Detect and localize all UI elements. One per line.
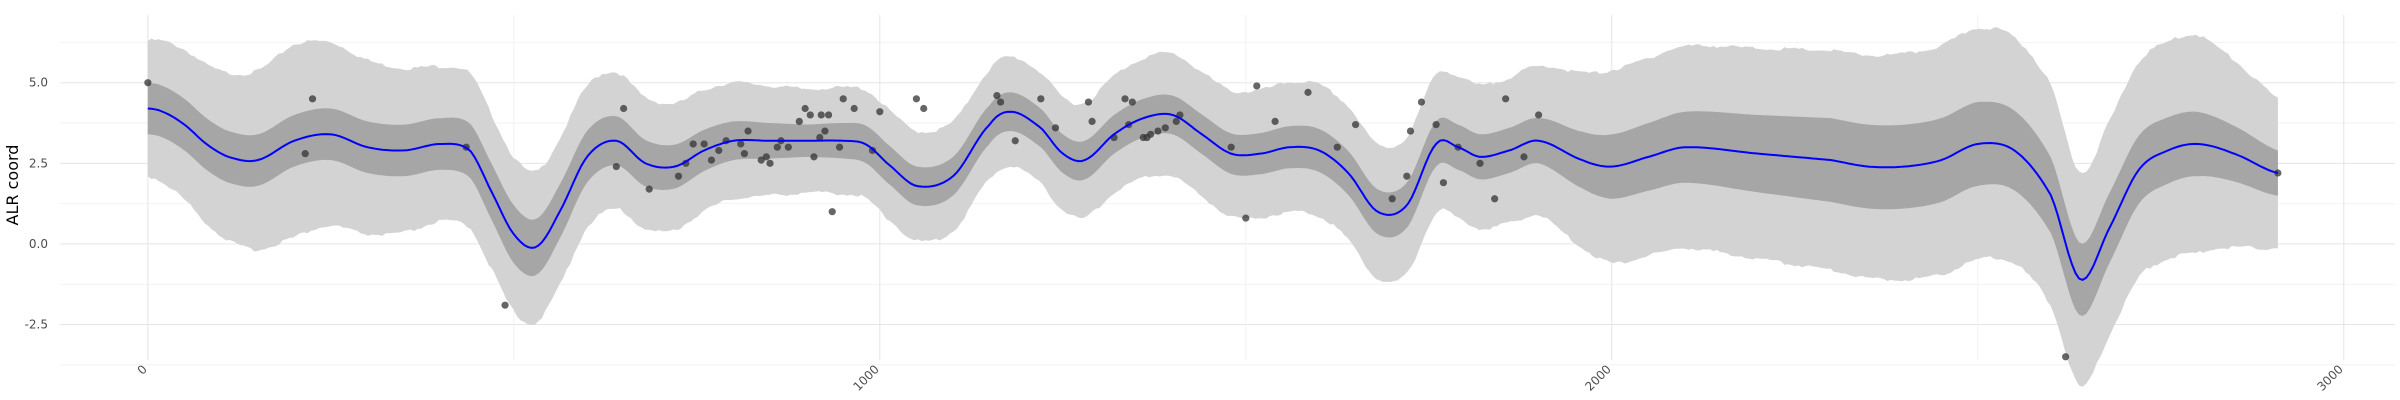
data-point	[1051, 124, 1060, 132]
data-point	[1011, 137, 1019, 145]
y-tick-label: 2.5	[29, 156, 48, 170]
data-point	[839, 95, 847, 103]
data-point	[501, 301, 509, 309]
y-axis-tick-labels: -2.5 0.0 2.5 5.0	[25, 76, 48, 332]
data-point	[996, 98, 1005, 106]
data-point	[920, 104, 928, 113]
data-point	[773, 143, 781, 151]
data-point	[707, 156, 716, 164]
data-point	[1388, 195, 1396, 203]
data-point	[1121, 95, 1129, 103]
data-point	[817, 111, 825, 119]
y-axis-title: ALR coord	[3, 145, 22, 226]
y-tick-label: -2.5	[25, 318, 48, 332]
data-point	[1304, 88, 1312, 96]
data-point	[821, 127, 829, 135]
x-axis-tick-labels: 0 1000 2000 3000	[135, 362, 2346, 393]
data-point	[1128, 98, 1136, 106]
data-point	[1403, 172, 1411, 180]
data-point	[1417, 98, 1426, 106]
x-tick-label: 2000	[1582, 362, 1613, 393]
data-point	[700, 140, 708, 148]
x-tick-label: 1000	[850, 362, 881, 393]
data-point	[1351, 121, 1360, 129]
outer-credible-band	[147, 27, 2278, 387]
data-point	[740, 150, 748, 158]
data-point	[810, 153, 818, 161]
data-point	[1161, 124, 1169, 132]
data-point	[806, 111, 814, 119]
data-point	[1253, 82, 1261, 90]
data-point	[766, 159, 774, 167]
data-point	[1333, 143, 1341, 151]
data-point	[801, 104, 809, 113]
y-tick-label: 5.0	[29, 76, 48, 90]
data-point	[1037, 95, 1045, 103]
posterior-mean-line	[147, 107, 2279, 282]
data-point	[1520, 153, 1528, 161]
data-point	[620, 104, 628, 113]
inner-credible-band	[147, 82, 2278, 316]
data-point	[762, 153, 770, 161]
data-point	[816, 133, 824, 142]
data-point	[828, 208, 836, 216]
data-point	[1242, 214, 1250, 222]
data-point	[784, 143, 792, 151]
data-point	[1227, 143, 1235, 151]
data-point	[1502, 95, 1510, 103]
data-point	[674, 172, 683, 180]
data-point	[757, 156, 765, 164]
data-point	[744, 127, 752, 135]
data-point	[876, 108, 884, 116]
data-point	[993, 92, 1001, 100]
data-point	[1534, 111, 1543, 119]
data-point	[912, 95, 921, 103]
data-point	[645, 185, 653, 193]
data-point	[1406, 127, 1415, 135]
data-point	[835, 143, 844, 151]
x-tick-label: 3000	[2314, 362, 2345, 393]
data-point	[308, 95, 317, 103]
data-point	[1432, 121, 1440, 129]
data-point	[850, 104, 858, 113]
data-point	[1088, 117, 1096, 126]
data-point	[1491, 195, 1499, 203]
y-tick-label: 0.0	[29, 237, 48, 251]
data-point	[1172, 117, 1180, 126]
data-point	[612, 162, 620, 171]
data-point	[1476, 159, 1484, 167]
data-point	[737, 140, 745, 148]
data-point	[301, 150, 309, 158]
data-point	[824, 111, 833, 119]
data-point	[1147, 130, 1155, 138]
data-point	[689, 140, 697, 148]
data-point	[1439, 179, 1448, 187]
data-point	[715, 146, 723, 155]
data-point	[2062, 353, 2070, 361]
data-point	[1154, 127, 1162, 135]
data-point	[1084, 98, 1093, 106]
data-point	[144, 79, 152, 87]
data-point	[795, 117, 803, 126]
data-point	[1271, 117, 1279, 126]
